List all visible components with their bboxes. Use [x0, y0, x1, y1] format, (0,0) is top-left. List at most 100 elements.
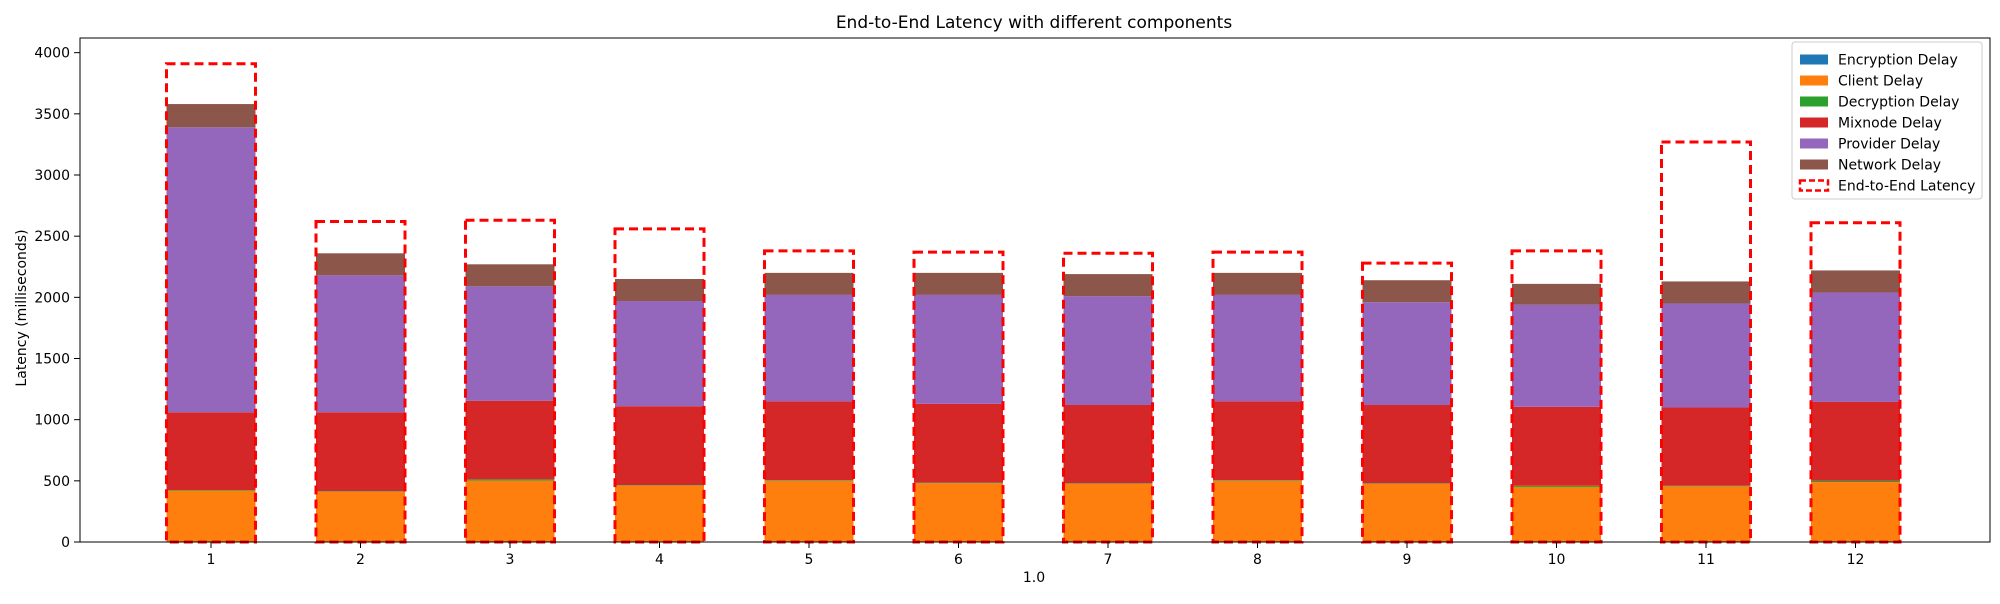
bar-decryption-delay-8	[1213, 480, 1302, 481]
x-tick-label: 1	[207, 552, 216, 568]
x-tick-label: 5	[805, 552, 814, 568]
x-tick-label: 6	[954, 552, 963, 568]
bar-decryption-delay-2	[316, 491, 405, 492]
y-tick-label: 2000	[34, 290, 70, 306]
bar-client-delay-12	[1811, 482, 1900, 542]
y-tick-label: 3500	[34, 107, 70, 123]
bar-network-delay-12	[1811, 270, 1900, 292]
legend-swatch-provider-delay	[1800, 139, 1828, 149]
bar-network-delay-9	[1363, 280, 1452, 302]
x-tick-label: 3	[506, 552, 515, 568]
bar-decryption-delay-3	[466, 479, 555, 480]
bar-decryption-delay-4	[615, 485, 704, 486]
bar-network-delay-8	[1213, 273, 1302, 295]
bar-client-delay-10	[1512, 487, 1601, 542]
legend-swatch-decryption-delay	[1800, 97, 1828, 107]
y-tick-label: 1000	[34, 413, 70, 429]
end-to-end-outline-layer	[167, 64, 1901, 542]
legend-label-end-to-end-latency: End-to-End Latency	[1838, 179, 1975, 195]
x-tick-label: 8	[1253, 552, 1262, 568]
bar-provider-delay-11	[1662, 303, 1751, 407]
legend-swatch-encryption-delay	[1800, 55, 1828, 65]
bar-provider-delay-9	[1363, 302, 1452, 405]
bar-provider-delay-5	[765, 295, 854, 401]
legend-label-decryption-delay: Decryption Delay	[1838, 95, 1959, 111]
y-tick-label: 3000	[34, 168, 70, 184]
bar-provider-delay-7	[1064, 296, 1153, 405]
bar-decryption-delay-7	[1064, 483, 1153, 484]
bar-provider-delay-4	[615, 301, 704, 406]
x-tick-label: 4	[655, 552, 664, 568]
bar-mixnode-delay-5	[765, 401, 854, 480]
bar-network-delay-10	[1512, 284, 1601, 305]
bar-decryption-delay-9	[1363, 483, 1452, 484]
bar-network-delay-5	[765, 273, 854, 295]
bar-provider-delay-12	[1811, 292, 1900, 401]
bar-network-delay-7	[1064, 274, 1153, 296]
bar-decryption-delay-1	[167, 490, 256, 491]
bar-mixnode-delay-12	[1811, 402, 1900, 481]
bar-client-delay-3	[466, 481, 555, 542]
bar-mixnode-delay-3	[466, 401, 555, 480]
y-tick-label: 1500	[34, 352, 70, 368]
bar-network-delay-4	[615, 279, 704, 301]
y-axis-label: Latency (milliseconds)	[14, 229, 30, 386]
x-axis-label: 1.0	[1023, 570, 1045, 586]
y-tick-label: 0	[61, 535, 70, 551]
bar-provider-delay-1	[167, 127, 256, 412]
bar-provider-delay-3	[466, 286, 555, 400]
bar-network-delay-2	[316, 253, 405, 275]
x-tick-label: 11	[1697, 552, 1715, 568]
bar-client-delay-1	[167, 491, 256, 542]
legend-label-network-delay: Network Delay	[1838, 158, 1941, 174]
x-tick-label: 10	[1548, 552, 1566, 568]
bar-client-delay-5	[765, 481, 854, 542]
bar-mixnode-delay-2	[316, 412, 405, 491]
bar-decryption-delay-12	[1811, 481, 1900, 482]
bar-mixnode-delay-10	[1512, 407, 1601, 486]
bar-network-delay-11	[1662, 281, 1751, 303]
bar-client-delay-9	[1363, 484, 1452, 542]
y-tick-label: 4000	[34, 46, 70, 62]
bar-mixnode-delay-7	[1064, 405, 1153, 483]
bar-mixnode-delay-6	[914, 404, 1003, 483]
legend-label-client-delay: Client Delay	[1838, 74, 1923, 90]
bar-mixnode-delay-9	[1363, 405, 1452, 483]
bar-provider-delay-6	[914, 295, 1003, 404]
bar-provider-delay-2	[316, 275, 405, 412]
legend-label-mixnode-delay: Mixnode Delay	[1838, 116, 1942, 132]
legend-swatch-client-delay	[1800, 76, 1828, 86]
bar-network-delay-1	[167, 104, 256, 127]
x-tick-label: 2	[356, 552, 365, 568]
bar-client-delay-11	[1662, 486, 1751, 541]
legend: Encryption Delay Client Delay Decryption D…	[1792, 42, 1982, 199]
legend-swatch-mixnode-delay	[1800, 118, 1828, 128]
bar-decryption-delay-6	[914, 483, 1003, 484]
bar-provider-delay-10	[1512, 305, 1601, 407]
bar-network-delay-6	[914, 273, 1003, 295]
bar-decryption-delay-11	[1662, 486, 1751, 487]
bar-client-delay-2	[316, 492, 405, 542]
x-tick-label: 9	[1403, 552, 1412, 568]
bar-mixnode-delay-11	[1662, 407, 1751, 485]
bar-client-delay-4	[615, 486, 704, 542]
legend-label-provider-delay: Provider Delay	[1838, 137, 1940, 153]
bar-decryption-delay-5	[765, 480, 854, 481]
bar-network-delay-3	[466, 264, 555, 286]
chart-title: End-to-End Latency with different compon…	[836, 13, 1233, 33]
bar-decryption-delay-10	[1512, 486, 1601, 487]
bar-client-delay-8	[1213, 481, 1302, 542]
y-tick-label: 500	[43, 474, 70, 490]
x-tick-label: 7	[1104, 552, 1113, 568]
y-tick-label: 2500	[34, 229, 70, 245]
bar-mixnode-delay-4	[615, 406, 704, 485]
legend-swatch-network-delay	[1800, 160, 1828, 170]
bar-provider-delay-8	[1213, 295, 1302, 401]
bar-client-delay-6	[914, 483, 1003, 541]
bar-client-delay-7	[1064, 484, 1153, 542]
bar-mixnode-delay-1	[167, 412, 256, 490]
x-tick-label: 12	[1847, 552, 1865, 568]
legend-label-encryption-delay: Encryption Delay	[1838, 53, 1958, 69]
